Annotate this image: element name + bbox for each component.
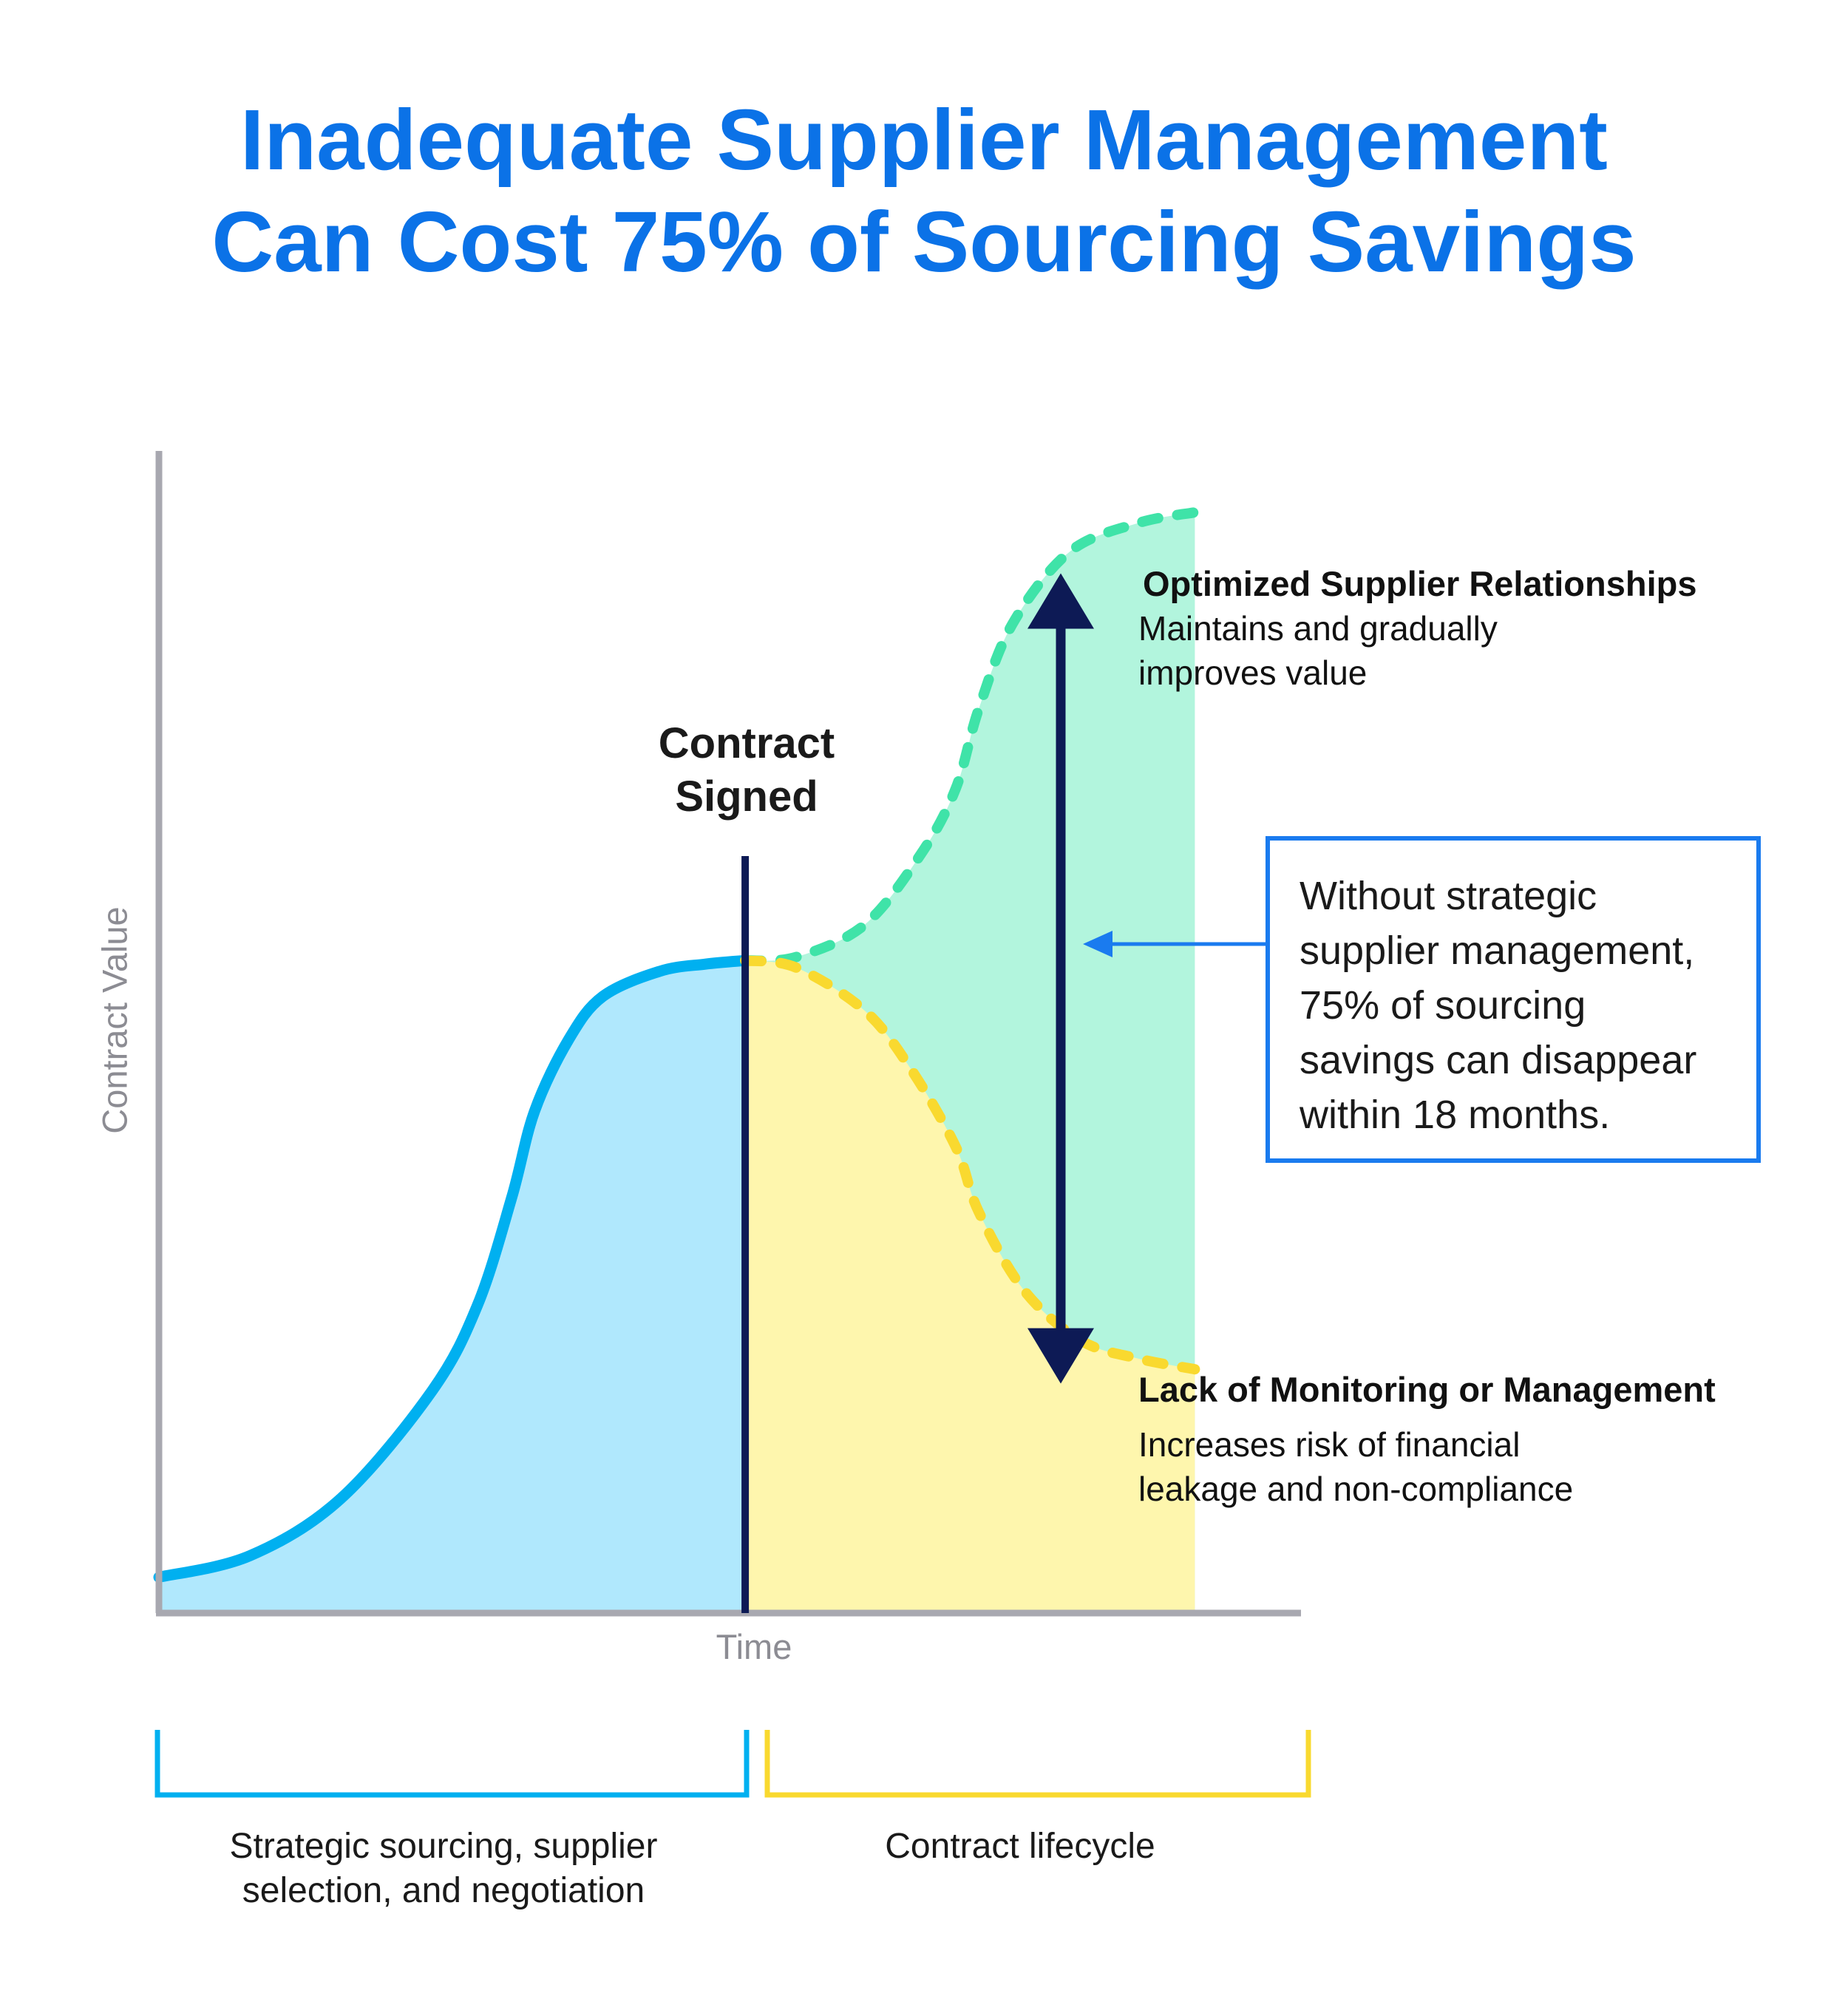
optimized-annotation: Optimized Supplier Relationships Maintai… xyxy=(1138,562,1696,695)
arrow-head-up-icon xyxy=(1027,573,1094,629)
optimized-desc-line-2: improves value xyxy=(1138,654,1368,692)
unmanaged-heading: Lack of Monitoring or Management xyxy=(1138,1370,1716,1409)
unmanaged-series-line xyxy=(740,955,1200,1375)
optimized-heading: Optimized Supplier Relationships xyxy=(1143,564,1697,603)
sourcing-phase-bracket xyxy=(154,1730,750,1798)
phase-lifecycle-label: Contract lifecycle xyxy=(761,1824,1279,1869)
x-axis-label: Time xyxy=(716,1627,792,1666)
page-title: Inadequate Supplier Management Can Cost … xyxy=(0,89,1848,293)
callout-pointer-arrow-icon xyxy=(1083,931,1112,957)
phase-sourcing-label: Strategic sourcing, supplier selection, … xyxy=(148,1824,739,1913)
unmanaged-desc-line-2: leakage and non-compliance xyxy=(1138,1470,1574,1508)
unmanaged-annotation: Lack of Monitoring or Management Increas… xyxy=(1138,1368,1716,1511)
optimized-series-line xyxy=(740,507,1200,966)
optimized-desc-line-1: Maintains and gradually xyxy=(1138,609,1498,648)
sourcing-series-line xyxy=(153,954,751,1583)
callout-line-1: Without strategic xyxy=(1300,874,1597,918)
contract-signed-line-2: Signed xyxy=(675,773,818,821)
phase-sourcing-line-2: selection, and negotiation xyxy=(242,1871,645,1910)
phase-lifecycle-line-1: Contract lifecycle xyxy=(885,1827,1155,1866)
y-axis-label: Contract Value xyxy=(95,906,135,1134)
callout-line-4: savings can disappear xyxy=(1300,1038,1697,1082)
savings-callout-box: Without strategic supplier management, 7… xyxy=(1266,836,1761,1163)
callout-line-2: supplier management, xyxy=(1300,929,1695,973)
callout-line-3: 75% of sourcing xyxy=(1300,983,1586,1028)
contract-signed-line-1: Contract xyxy=(658,719,835,767)
title-line-2: Can Cost 75% of Sourcing Savings xyxy=(211,194,1637,290)
callout-line-5: within 18 months. xyxy=(1300,1093,1611,1137)
unmanaged-area-fill xyxy=(745,960,1195,1613)
contract-signed-label: Contract Signed xyxy=(606,717,887,824)
title-line-1: Inadequate Supplier Management xyxy=(240,92,1608,188)
unmanaged-desc-line-1: Increases risk of financial xyxy=(1138,1425,1521,1464)
phase-sourcing-line-1: Strategic sourcing, supplier xyxy=(229,1827,658,1866)
arrow-head-down-icon xyxy=(1027,1328,1094,1384)
lifecycle-phase-bracket xyxy=(764,1730,1311,1798)
sourcing-area-fill xyxy=(159,960,746,1613)
